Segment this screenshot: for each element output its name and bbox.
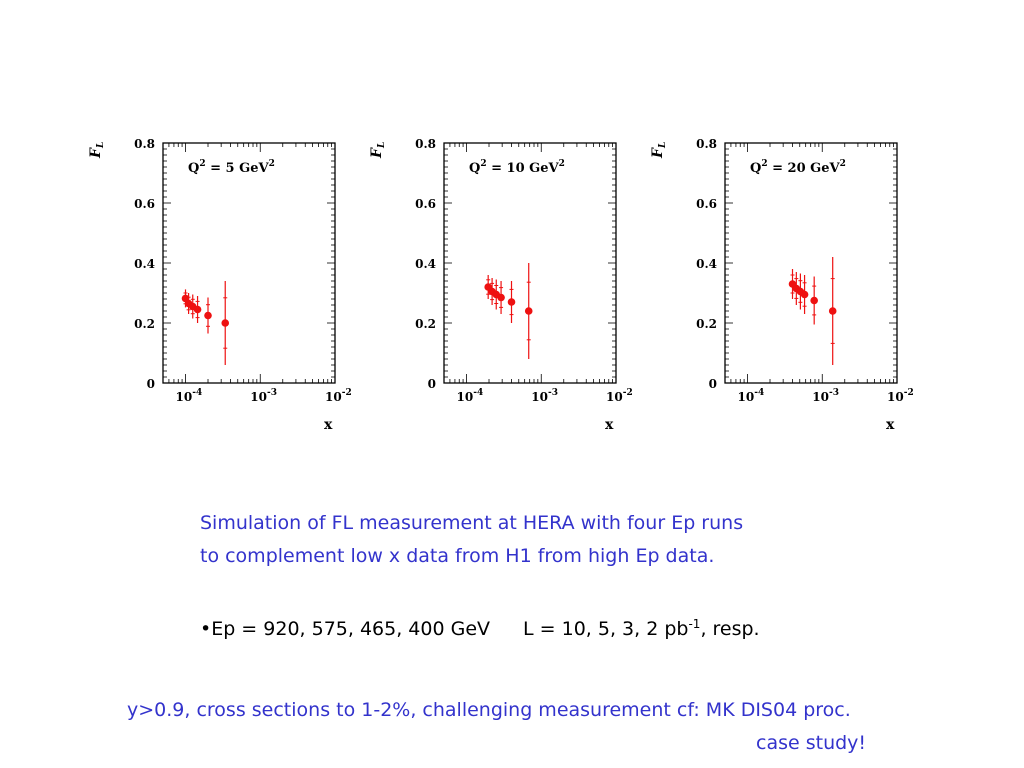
y-tick-label: 0.6 [696,197,717,211]
y-tick-label: 0 [428,377,436,391]
data-point [828,307,837,315]
caption-line-2: to complement low x data from H1 from hi… [200,545,715,567]
y-tick-label: 0 [147,377,155,391]
y-tick-label: 0.6 [415,197,436,211]
y-tick-label: 0.4 [696,257,717,271]
bullet-luminosity: L = 10, 5, 3, 2 pb [523,618,689,640]
data-point [507,298,516,306]
x-tick-label: 10-2 [887,388,914,404]
plot-frame [724,142,898,384]
x-tick-label: 10-4 [738,388,765,404]
fl-plot-q2-10: 0 0.2 0.4 0.6 0.8 10-4 10-3 10-2 FL x Q2 = 10 GeV2 [369,137,633,433]
x-axis-label: x [324,417,333,433]
fl-plot-q2-5: 0 0.2 0.4 0.6 0.8 10-4 10-3 10-2 FL x Q2 = 5 GeV2 [88,137,352,433]
caption-line-1: Simulation of FL measurement at HERA wit… [200,512,744,534]
y-tick-label: 0.8 [696,137,717,151]
q2-annotation: Q2 = 20 GeV2 [750,159,846,176]
y-axis-label: FL [88,142,106,159]
y-tick-label: 0.2 [415,317,436,331]
data-point [221,319,230,327]
y-tick-label: 0.2 [696,317,717,331]
y-axis-label: FL [650,142,668,159]
plot-panel-q2-20: 0 0.2 0.4 0.6 0.8 10-4 10-3 10-2 FL x Q2 = 20 GeV2 [632,120,922,444]
y-tick-label: 0.6 [134,197,155,211]
y-tick-label: 0.4 [415,257,436,271]
y-tick-label: 0.4 [134,257,155,271]
y-tick-label: 0.2 [134,317,155,331]
x-tick-label: 10-2 [606,388,633,404]
data-point [810,296,818,305]
footer-line-1: y>0.9, cross sections to 1-2%, challengi… [127,699,851,721]
plot-frame [443,142,617,384]
bullet-energies: •Ep = 920, 575, 465, 400 GeV [200,618,491,640]
y-tick-label: 0 [709,377,717,391]
y-tick-label: 0.8 [134,137,155,151]
data-point [497,293,505,302]
plot-panel-q2-5: 0 0.2 0.4 0.6 0.8 10-4 10-3 10-2 FL x Q2 = 5 GeV2 [70,120,360,444]
data-point [524,307,533,315]
plot-panel-q2-10: 0 0.2 0.4 0.6 0.8 10-4 10-3 10-2 FL x Q2 = 10 GeV2 [351,120,641,444]
bullet-luminosity-exponent: -1 [688,617,701,631]
data-point [204,311,212,320]
footer-line-2: case study! [756,732,867,754]
plot-frame [162,142,336,384]
bullet-line: •Ep = 920, 575, 465, 400 GeV L = 10, 5, 3… [200,613,760,646]
x-axis-label: x [886,417,895,433]
x-tick-label: 10-3 [812,388,839,404]
x-tick-label: 10-2 [325,388,352,404]
q2-annotation: Q2 = 5 GeV2 [188,159,275,176]
x-tick-label: 10-4 [457,388,484,404]
data-point [800,290,809,299]
y-tick-label: 0.8 [415,137,436,151]
q2-annotation: Q2 = 10 GeV2 [469,159,565,176]
bullet-tail: , resp. [700,618,760,640]
x-axis-label: x [605,417,614,433]
data-point [193,305,202,314]
x-tick-label: 10-4 [176,388,203,404]
y-axis-label: FL [369,142,387,159]
x-tick-label: 10-3 [250,388,277,404]
fl-plot-q2-20: 0 0.2 0.4 0.6 0.8 10-4 10-3 10-2 FL x Q2 = 20 GeV2 [650,137,914,433]
x-tick-label: 10-3 [531,388,558,404]
